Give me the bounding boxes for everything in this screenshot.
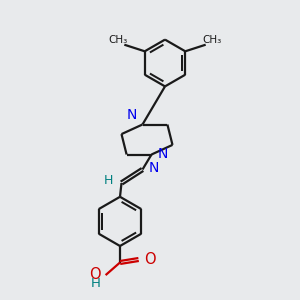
Text: N: N bbox=[158, 148, 169, 161]
Text: CH₃: CH₃ bbox=[202, 35, 222, 45]
Text: O: O bbox=[89, 267, 101, 282]
Text: H: H bbox=[104, 173, 113, 187]
Text: N: N bbox=[127, 108, 137, 122]
Text: CH₃: CH₃ bbox=[108, 35, 128, 45]
Text: N: N bbox=[148, 161, 159, 175]
Text: H: H bbox=[91, 277, 101, 290]
Text: O: O bbox=[145, 252, 156, 267]
